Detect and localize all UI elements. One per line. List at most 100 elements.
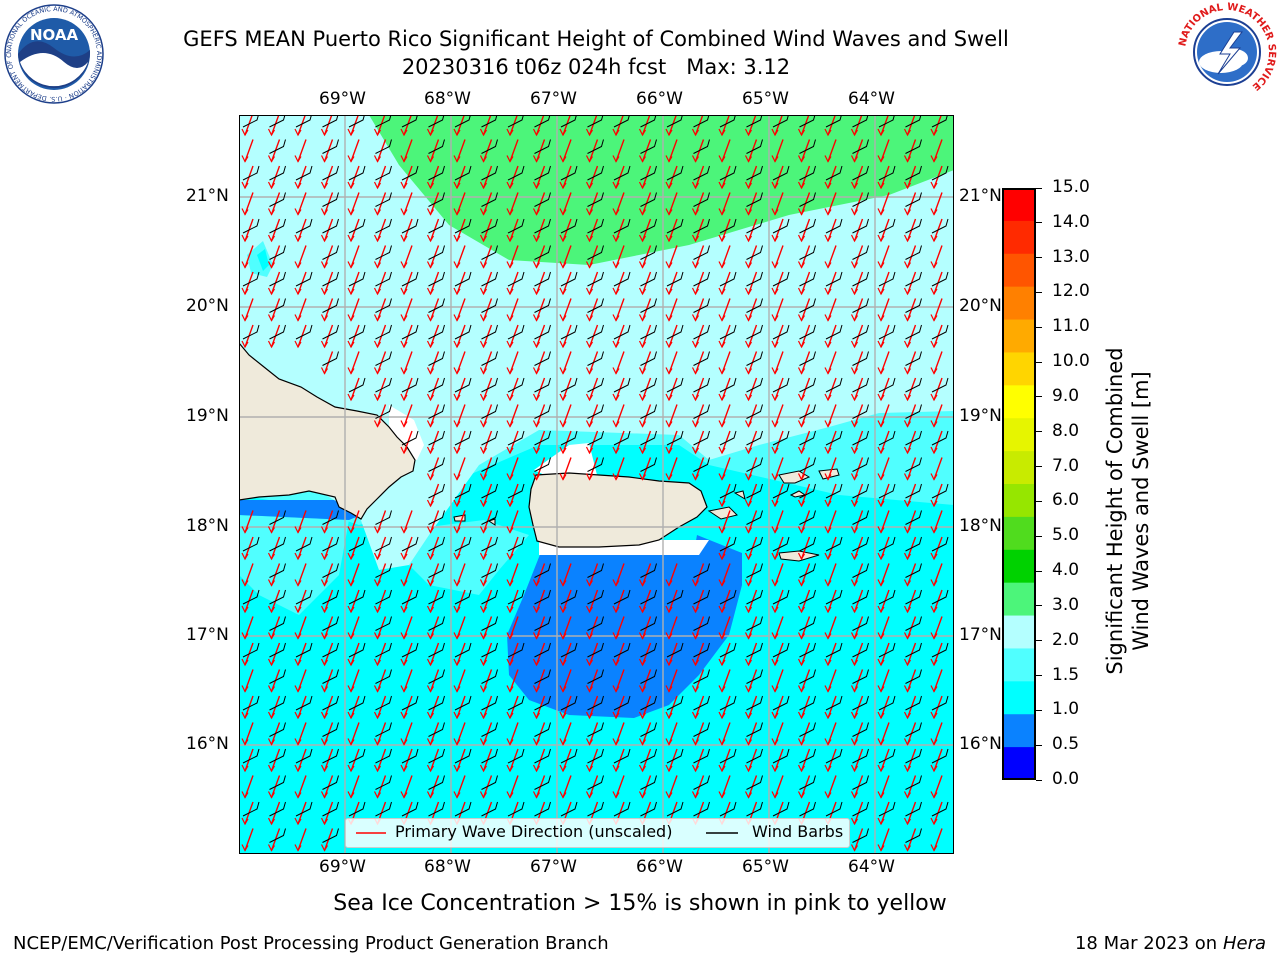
wind-barb	[428, 669, 445, 684]
wind-barb	[428, 536, 445, 552]
wind-barb	[428, 192, 445, 207]
wave-arrow	[400, 775, 413, 799]
wind-barb	[428, 377, 445, 393]
wind-barb	[481, 271, 498, 287]
wave-arrow	[347, 510, 360, 534]
colorbar-segment	[1002, 418, 1036, 452]
wave-arrow	[718, 775, 731, 799]
colorbar-segment	[1002, 352, 1036, 386]
wind-barb	[772, 536, 790, 552]
wave-arrow	[400, 616, 413, 640]
wave-arrow	[241, 828, 254, 852]
wind-barb	[322, 669, 339, 684]
wind-barb	[454, 695, 472, 711]
wave-arrow	[718, 510, 731, 534]
wave-arrow	[612, 616, 625, 640]
wave-arrow	[824, 616, 837, 640]
colorbar-tick-label: 2.0	[1052, 629, 1080, 650]
wind-barb	[693, 563, 710, 578]
wave-arrow	[347, 669, 360, 693]
wave-arrow	[612, 669, 625, 693]
wind-barb	[746, 563, 763, 578]
wave-arrow	[294, 722, 307, 746]
wind-barb	[905, 271, 922, 287]
wind-barb	[481, 748, 498, 764]
wave-arrow	[241, 722, 254, 746]
wave-arrow	[453, 669, 466, 693]
wind-barb	[428, 404, 445, 419]
wind-barb	[905, 616, 922, 631]
wind-barb	[560, 801, 578, 817]
wave-arrow	[506, 775, 519, 799]
wave-arrow	[771, 510, 784, 534]
wind-barb	[719, 536, 737, 552]
wind-barb	[719, 430, 737, 446]
wind-barb	[905, 298, 922, 313]
wave-arrow	[400, 192, 413, 216]
wind-barb	[322, 563, 339, 578]
wind-barb	[534, 563, 551, 578]
wind-barb	[772, 801, 790, 817]
wave-arrow	[559, 669, 572, 693]
wind-barb	[375, 510, 392, 525]
wave-arrow	[718, 669, 731, 693]
wave-arrow	[612, 775, 625, 799]
wind-barb	[693, 404, 710, 419]
wind-barb	[613, 377, 631, 393]
wind-barb	[905, 510, 922, 525]
wind-barb	[322, 616, 339, 631]
wind-barb	[640, 775, 657, 790]
wind-barb	[587, 563, 604, 578]
wind-barb	[799, 616, 816, 631]
wind-barb	[852, 616, 869, 631]
wind-barb	[693, 669, 710, 684]
wind-barb	[295, 748, 313, 764]
colorbar-tick-label: 9.0	[1052, 385, 1080, 406]
wave-arrow	[400, 245, 413, 269]
wind-barb	[322, 642, 339, 658]
wind-barb	[481, 536, 498, 552]
wind-barb	[587, 775, 604, 790]
wind-barb	[269, 642, 286, 658]
wind-barb	[375, 801, 392, 817]
wave-arrow	[241, 298, 254, 322]
wave-arrow	[453, 192, 466, 216]
wind-barb	[878, 165, 896, 181]
wave-arrow	[718, 616, 731, 640]
wind-barb	[375, 192, 392, 207]
wind-barb	[693, 324, 710, 340]
wave-arrow	[824, 404, 837, 428]
wind-barb	[799, 483, 816, 499]
wind-barb	[640, 245, 657, 260]
wind-barb	[640, 801, 657, 817]
wind-barb	[772, 589, 790, 605]
wind-barb	[613, 430, 631, 446]
wave-arrow	[241, 510, 254, 534]
wind-barb	[825, 748, 843, 764]
wave-arrow	[930, 828, 943, 852]
wind-barb	[587, 192, 604, 207]
nws-logo: NATIONAL WEATHER SERVICE	[1176, 2, 1278, 102]
wave-arrow	[347, 351, 360, 375]
wave-arrow	[718, 192, 731, 216]
wind-barb	[772, 748, 790, 764]
wind-barb	[852, 351, 869, 366]
wind-barb	[825, 589, 843, 605]
wind-barb	[613, 589, 631, 605]
wind-barb	[640, 192, 657, 207]
wind-barb	[905, 563, 922, 578]
colorbar-tick-mark	[1036, 431, 1042, 433]
wind-barb	[852, 563, 869, 578]
wind-barb	[693, 430, 710, 446]
wave-arrow	[241, 245, 254, 269]
wave-arrow	[665, 139, 678, 163]
wave-arrow	[718, 245, 731, 269]
wind-barb	[375, 351, 392, 366]
wind-barb	[534, 298, 551, 313]
lon-label-top-67: 67°W	[530, 89, 577, 109]
wind-barb	[428, 298, 445, 313]
colorbar-segment	[1002, 747, 1036, 781]
wave-arrow	[506, 192, 519, 216]
wave-arrow	[824, 669, 837, 693]
lat-label-right-17: 17°N	[959, 625, 1002, 645]
